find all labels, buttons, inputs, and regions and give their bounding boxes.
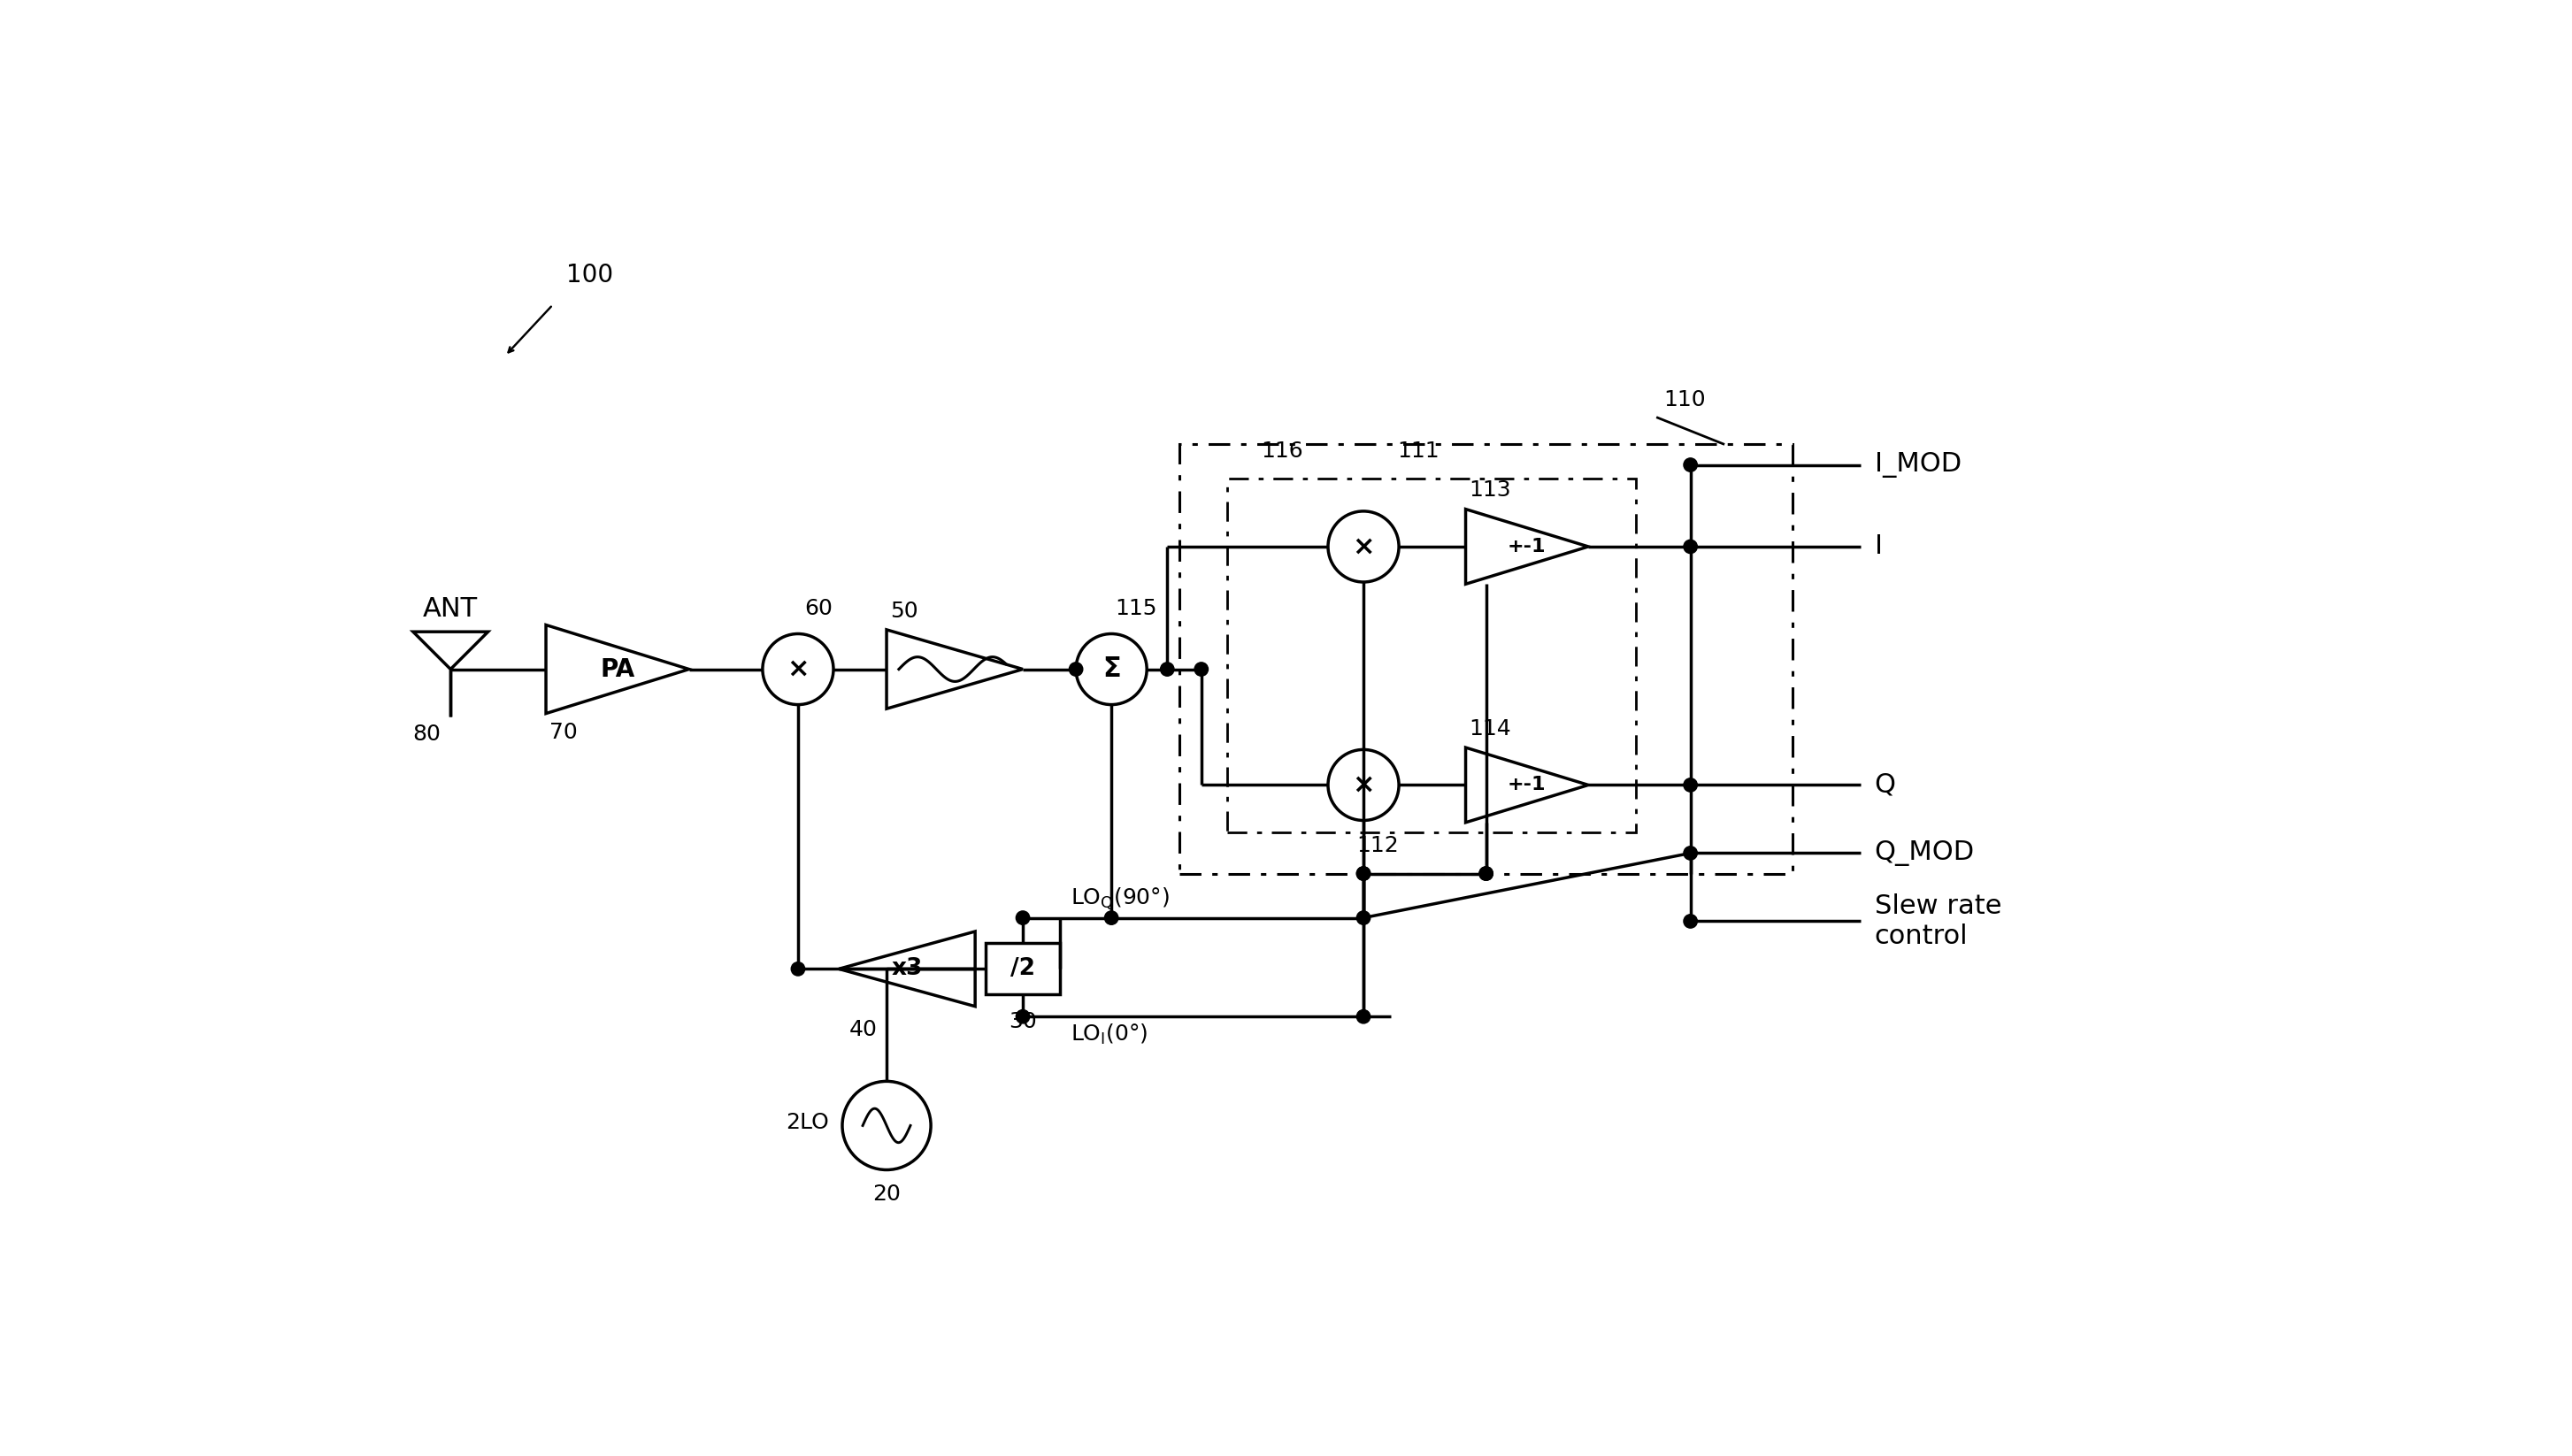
Circle shape	[1685, 459, 1698, 472]
Circle shape	[1016, 911, 1029, 925]
Text: 116: 116	[1260, 440, 1304, 462]
Circle shape	[1479, 866, 1492, 881]
Circle shape	[1685, 846, 1698, 860]
Text: +-1: +-1	[1507, 776, 1546, 794]
Text: x3: x3	[892, 958, 923, 980]
Text: +-1: +-1	[1507, 537, 1546, 555]
Text: 110: 110	[1664, 389, 1705, 411]
Circle shape	[1193, 662, 1209, 676]
Text: 100: 100	[566, 264, 612, 288]
Text: ×: ×	[787, 657, 810, 681]
Text: ×: ×	[1353, 772, 1376, 798]
Text: 50: 50	[890, 600, 918, 622]
Circle shape	[1016, 1010, 1029, 1024]
Text: Q: Q	[1875, 772, 1896, 798]
Text: 113: 113	[1469, 479, 1512, 501]
Circle shape	[1355, 1010, 1371, 1024]
Text: 40: 40	[849, 1019, 877, 1040]
Text: 112: 112	[1355, 836, 1399, 856]
Circle shape	[1355, 911, 1371, 925]
Text: $\mathregular{LO_Q}$(90°): $\mathregular{LO_Q}$(90°)	[1070, 887, 1170, 913]
Circle shape	[792, 962, 805, 976]
Bar	[1227, 479, 1636, 833]
Text: 80: 80	[412, 724, 440, 744]
Circle shape	[1685, 540, 1698, 553]
Text: ×: ×	[1353, 534, 1376, 559]
Circle shape	[1355, 866, 1371, 881]
Text: I: I	[1875, 534, 1883, 559]
Text: 2LO: 2LO	[784, 1111, 828, 1133]
Bar	[985, 943, 1060, 994]
Bar	[1181, 444, 1793, 874]
Circle shape	[1103, 911, 1119, 925]
Text: 70: 70	[550, 722, 579, 743]
Text: Slew rate
control: Slew rate control	[1875, 894, 2001, 949]
Text: I_MOD: I_MOD	[1875, 451, 1962, 478]
Circle shape	[1685, 778, 1698, 792]
Text: Σ: Σ	[1103, 657, 1121, 681]
Text: 30: 30	[1008, 1012, 1037, 1032]
Text: 111: 111	[1397, 440, 1440, 462]
Circle shape	[1160, 662, 1173, 676]
Text: 20: 20	[872, 1184, 900, 1204]
Text: ANT: ANT	[422, 596, 478, 622]
Text: Q_MOD: Q_MOD	[1875, 840, 1975, 866]
Text: PA: PA	[599, 657, 635, 681]
Circle shape	[1070, 662, 1083, 676]
Circle shape	[1355, 866, 1371, 881]
Text: 60: 60	[805, 597, 833, 619]
Text: 114: 114	[1469, 718, 1512, 740]
Circle shape	[1685, 914, 1698, 927]
Text: 115: 115	[1114, 597, 1157, 619]
Circle shape	[1479, 866, 1492, 881]
Text: $\mathregular{LO_I}$(0°): $\mathregular{LO_I}$(0°)	[1070, 1022, 1147, 1045]
Text: /2: /2	[1011, 958, 1034, 980]
